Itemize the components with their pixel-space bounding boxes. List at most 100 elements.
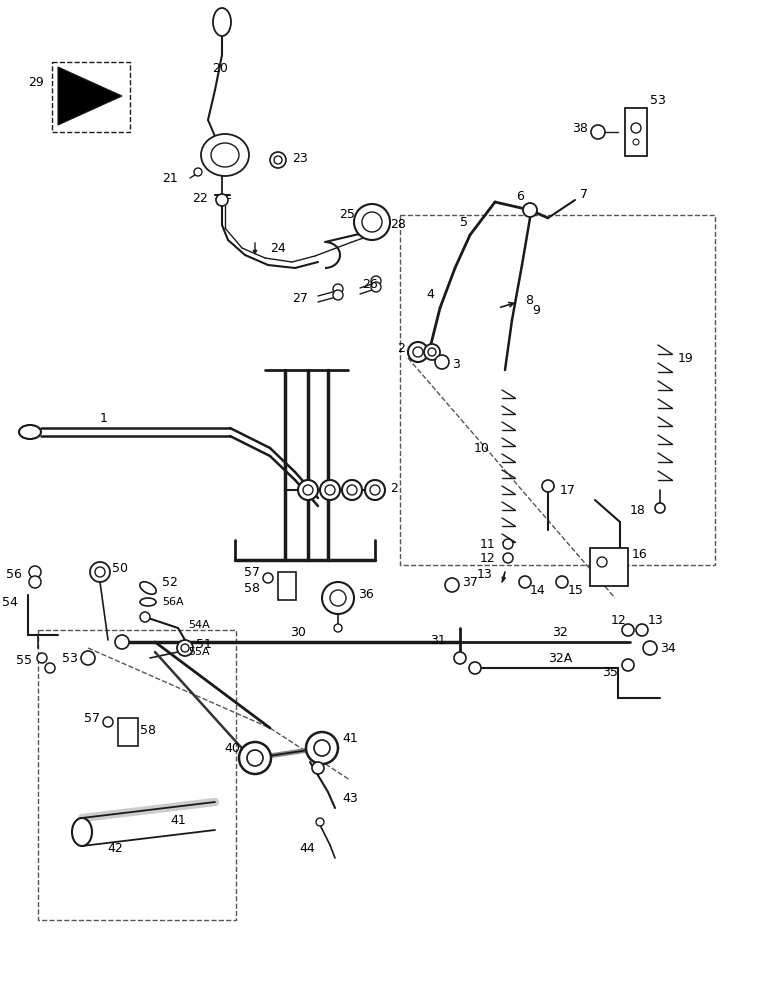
Circle shape — [140, 612, 150, 622]
Polygon shape — [58, 67, 122, 125]
Text: 30: 30 — [290, 626, 306, 639]
Ellipse shape — [19, 425, 41, 439]
Text: 16: 16 — [632, 548, 648, 562]
Circle shape — [503, 553, 513, 563]
Circle shape — [556, 576, 568, 588]
Text: 12: 12 — [480, 552, 495, 564]
Text: 21: 21 — [162, 172, 178, 184]
Text: 20: 20 — [212, 62, 228, 75]
Circle shape — [362, 212, 382, 232]
Circle shape — [45, 663, 55, 673]
Circle shape — [81, 651, 95, 665]
Text: 2: 2 — [390, 482, 398, 494]
Bar — [400, 215, 715, 565]
Text: 26: 26 — [362, 277, 378, 290]
Text: 24: 24 — [270, 241, 286, 254]
Circle shape — [177, 640, 193, 656]
Circle shape — [239, 742, 271, 774]
Circle shape — [597, 557, 607, 567]
Circle shape — [371, 282, 381, 292]
Text: 58: 58 — [244, 582, 260, 594]
Text: 36: 36 — [358, 588, 374, 601]
Bar — [590, 548, 628, 586]
Circle shape — [413, 347, 423, 357]
Text: 4: 4 — [426, 288, 434, 302]
Text: 1: 1 — [100, 412, 108, 424]
Bar — [118, 718, 138, 746]
Text: 14: 14 — [530, 584, 546, 596]
Circle shape — [181, 644, 189, 652]
Text: 54: 54 — [2, 595, 18, 608]
Text: 13: 13 — [477, 568, 492, 582]
Circle shape — [216, 194, 228, 206]
Ellipse shape — [211, 143, 239, 167]
Text: 10: 10 — [474, 442, 490, 454]
Circle shape — [194, 168, 202, 176]
Ellipse shape — [213, 8, 231, 36]
Text: 41: 41 — [342, 732, 358, 744]
Bar — [52, 62, 130, 132]
Circle shape — [365, 480, 385, 500]
Circle shape — [408, 342, 428, 362]
Text: 17: 17 — [560, 484, 576, 496]
Bar — [625, 108, 647, 156]
Circle shape — [333, 284, 343, 294]
Circle shape — [371, 221, 385, 235]
Circle shape — [371, 276, 381, 286]
Text: 54A: 54A — [188, 620, 210, 630]
Circle shape — [523, 203, 537, 217]
Circle shape — [636, 624, 648, 636]
Text: 52: 52 — [162, 576, 178, 588]
Text: 58: 58 — [140, 724, 156, 736]
Text: 6: 6 — [516, 190, 524, 202]
Circle shape — [37, 653, 47, 663]
Circle shape — [445, 578, 459, 592]
Text: 32: 32 — [552, 626, 568, 639]
Circle shape — [320, 480, 340, 500]
Circle shape — [519, 576, 531, 588]
Circle shape — [330, 590, 346, 606]
Text: 42: 42 — [107, 842, 123, 854]
Circle shape — [314, 740, 330, 756]
Text: 8: 8 — [525, 294, 533, 306]
Circle shape — [274, 156, 282, 164]
Text: 11: 11 — [480, 538, 495, 550]
Text: 28: 28 — [390, 219, 406, 232]
Text: 57: 57 — [244, 566, 260, 578]
Text: 31: 31 — [430, 634, 446, 647]
Text: 15: 15 — [568, 584, 584, 596]
Circle shape — [542, 480, 554, 492]
Text: 38: 38 — [572, 121, 588, 134]
Circle shape — [95, 567, 105, 577]
Circle shape — [424, 344, 440, 360]
Text: 9: 9 — [532, 304, 540, 316]
Circle shape — [622, 659, 634, 671]
Circle shape — [334, 624, 342, 632]
Text: 40: 40 — [224, 742, 240, 754]
Circle shape — [263, 573, 273, 583]
Text: 23: 23 — [292, 151, 308, 164]
Circle shape — [322, 582, 354, 614]
Bar — [38, 630, 236, 920]
Circle shape — [454, 652, 466, 664]
Circle shape — [316, 818, 324, 826]
Circle shape — [115, 635, 129, 649]
Ellipse shape — [201, 134, 249, 176]
Circle shape — [247, 750, 263, 766]
Circle shape — [333, 290, 343, 300]
Text: 32A: 32A — [548, 652, 572, 664]
Text: 13: 13 — [648, 613, 663, 626]
Text: 56A: 56A — [162, 597, 184, 607]
Text: 3: 3 — [452, 359, 460, 371]
Circle shape — [622, 624, 634, 636]
Text: 29: 29 — [28, 76, 44, 89]
Text: 50: 50 — [112, 562, 128, 574]
Circle shape — [503, 539, 513, 549]
Circle shape — [325, 485, 335, 495]
Text: 12: 12 — [610, 613, 626, 626]
Text: 41: 41 — [170, 814, 186, 826]
Ellipse shape — [140, 598, 156, 606]
Circle shape — [435, 355, 449, 369]
Ellipse shape — [72, 818, 92, 846]
Circle shape — [312, 762, 324, 774]
